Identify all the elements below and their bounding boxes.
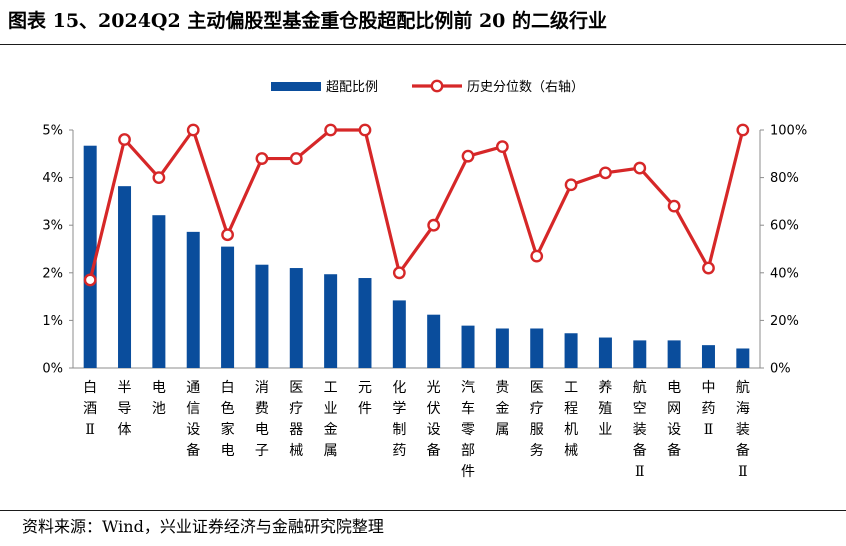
category-label: 白色家电 xyxy=(221,380,235,459)
line-point xyxy=(530,249,544,263)
category-label: 医疗器械 xyxy=(289,380,303,459)
chart-title: 图表 15、2024Q2 主动偏股型基金重仓股超配比例前 20 的二级行业 xyxy=(8,10,607,32)
bar xyxy=(221,246,235,368)
line-point xyxy=(495,140,509,154)
right-tick-label: 0% xyxy=(770,362,791,377)
category-label: 消费电子 xyxy=(255,380,269,459)
bar xyxy=(667,340,681,368)
line-point xyxy=(289,152,303,165)
left-tick-label: 1% xyxy=(42,314,63,329)
bar xyxy=(255,264,269,368)
category-label: 电网设备 xyxy=(667,380,681,459)
line-point xyxy=(427,218,441,232)
legend-bar-label: 超配比例 xyxy=(326,80,378,95)
line-point xyxy=(221,228,234,242)
category-label: 工程机械 xyxy=(564,380,578,459)
bar xyxy=(736,348,750,368)
bar xyxy=(633,340,647,368)
bar xyxy=(186,231,200,368)
bar xyxy=(358,278,372,368)
category-label: 养殖业 xyxy=(598,380,612,438)
line-point xyxy=(152,171,166,185)
line-point xyxy=(461,149,475,163)
line-series xyxy=(83,123,750,287)
bar xyxy=(530,328,544,368)
source-divider xyxy=(0,510,846,511)
source-note: 资料来源：Wind，兴业证券经济与金融研究院整理 xyxy=(22,517,384,536)
bar xyxy=(495,328,509,368)
left-tick-label: 3% xyxy=(42,219,63,234)
line-point xyxy=(599,166,612,180)
line-point xyxy=(118,133,131,146)
line-point xyxy=(736,123,750,137)
right-tick-label: 60% xyxy=(770,219,799,234)
right-tick-label: 40% xyxy=(770,266,799,281)
line-point xyxy=(702,261,715,275)
category-label: 航海装备 Ⅱ xyxy=(736,380,750,480)
line-point xyxy=(255,152,269,165)
category-label: 半导体 xyxy=(118,380,132,438)
category-label: 电池 xyxy=(152,380,166,417)
title-divider xyxy=(0,44,846,45)
bar xyxy=(701,345,715,368)
line-point xyxy=(358,123,372,137)
category-label: 通信设备 xyxy=(186,380,200,459)
right-tick-label: 80% xyxy=(770,171,799,186)
category-label: 医疗服务 xyxy=(530,380,544,459)
line-point xyxy=(633,161,647,175)
legend-line-marker xyxy=(430,79,444,93)
right-tick-label: 20% xyxy=(770,314,799,329)
bar xyxy=(324,274,338,368)
bar xyxy=(598,337,612,368)
right-tick-label: 100% xyxy=(770,124,807,139)
line-point xyxy=(564,178,578,192)
category-label: 汽车零部件 xyxy=(461,380,475,480)
bar xyxy=(564,333,578,368)
category-label: 光伏设备 xyxy=(427,380,441,459)
category-label: 元件 xyxy=(358,380,372,417)
line-point xyxy=(83,273,97,287)
legend: 超配比例 历史分位数（右轴） xyxy=(271,79,584,95)
category-label: 化学制药 xyxy=(392,380,406,459)
category-label: 工业金属 xyxy=(324,380,338,459)
bar xyxy=(427,314,441,368)
legend-line-label: 历史分位数（右轴） xyxy=(467,80,584,95)
bar xyxy=(118,186,132,368)
bar-series xyxy=(83,145,750,368)
line-point xyxy=(392,266,406,280)
bar xyxy=(83,145,97,368)
axes: 0% 1% 2% 3% 4% 5% 0% 20% 40% 60% 80% 100% xyxy=(42,124,807,377)
line-point xyxy=(667,199,681,213)
left-tick-label: 4% xyxy=(42,171,63,186)
line-point xyxy=(186,123,200,137)
left-tick-label: 5% xyxy=(42,124,63,139)
category-labels: 白酒 Ⅱ 半导体 电池 通信设备 白色家电 消费电子 医疗器械 工业金属 元件 化学制药 光伏设备 汽车… xyxy=(83,380,750,480)
bar xyxy=(461,325,475,368)
category-label: 航空装备 Ⅱ xyxy=(633,380,647,480)
line-point xyxy=(324,123,338,137)
bar xyxy=(152,215,166,368)
category-label: 中药 Ⅱ xyxy=(701,380,715,438)
bar xyxy=(392,300,406,368)
legend-bar-swatch xyxy=(271,82,321,91)
left-tick-label: 0% xyxy=(42,362,63,377)
left-tick-label: 2% xyxy=(42,266,63,281)
bar xyxy=(289,268,303,368)
category-label: 白酒 Ⅱ xyxy=(83,380,97,438)
chart: 超配比例 历史分位数（右轴） 0% 1% 2% 3% 4% 5% 0% 20% 40% 60% 80%… xyxy=(42,79,807,480)
category-label: 贵金属 xyxy=(495,380,509,438)
